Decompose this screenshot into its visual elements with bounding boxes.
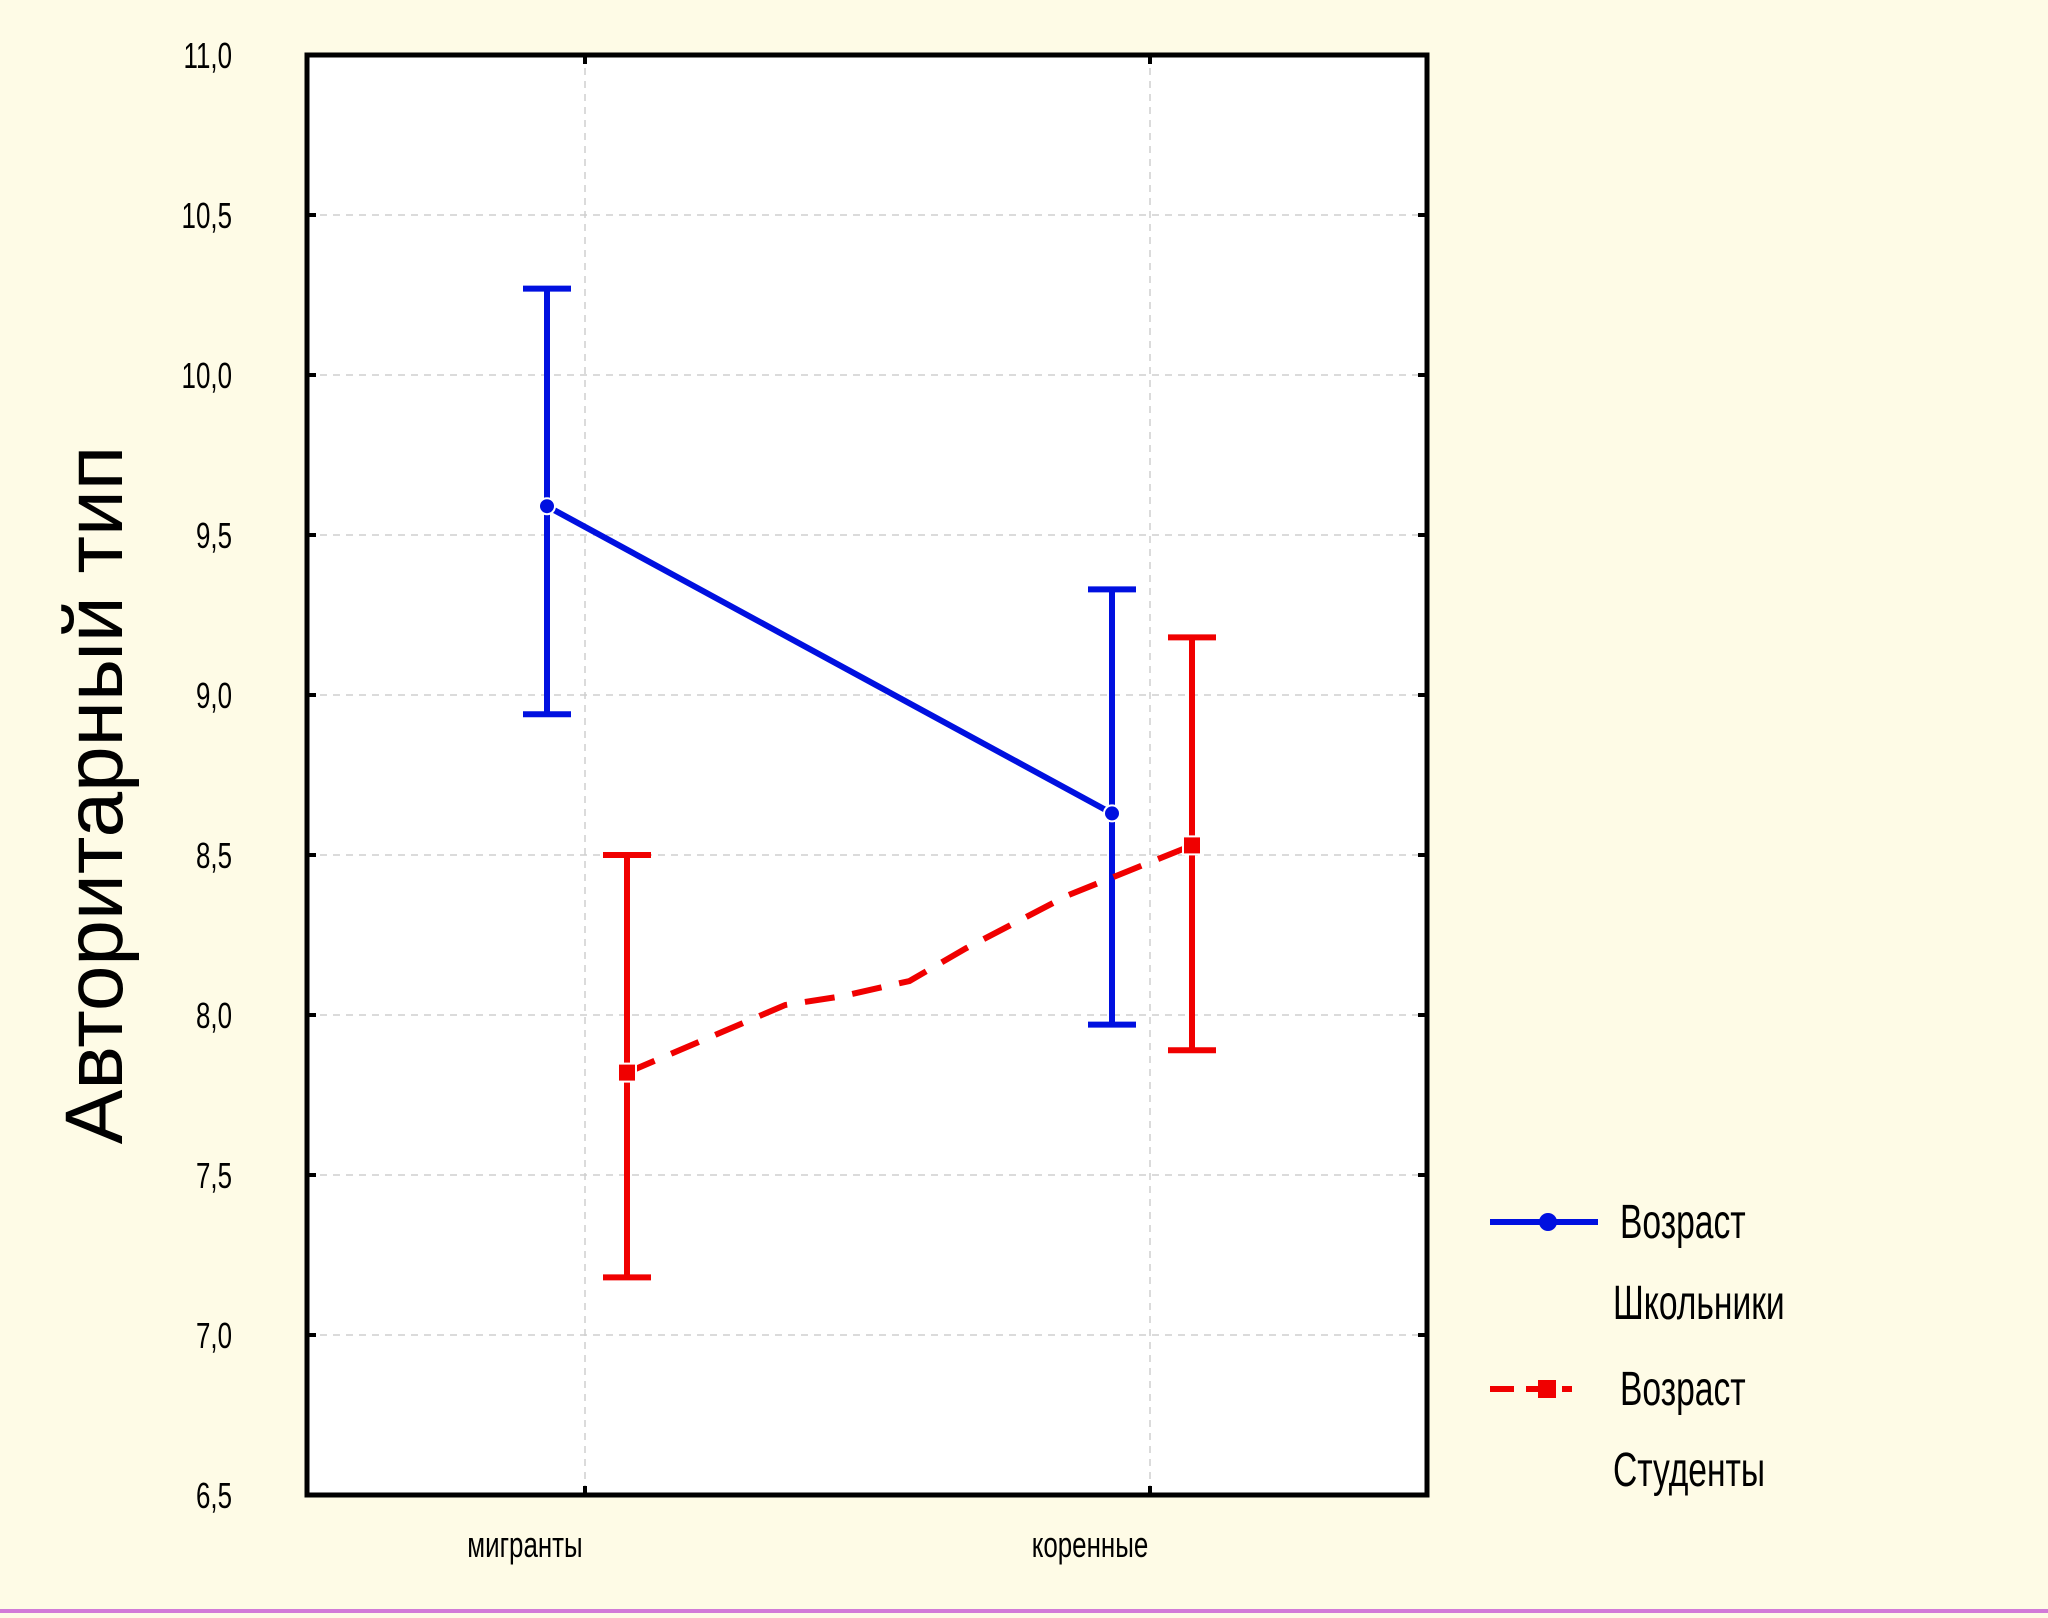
- y-tick-label: 7,5: [196, 1156, 232, 1196]
- legend-swatch-marker: [1538, 1380, 1556, 1398]
- y-tick-label: 6,5: [196, 1476, 232, 1516]
- data-point: [1103, 804, 1121, 823]
- y-tick-label: 8,0: [196, 996, 232, 1036]
- legend-item-2: Возраст Студенты: [1490, 1361, 1765, 1496]
- grid-lines: [307, 55, 1427, 1495]
- y-axis-label: Авторитарный тип: [49, 446, 140, 1145]
- y-tick-label: 11,0: [183, 36, 232, 76]
- data-point: [538, 497, 556, 516]
- data-point: [617, 1062, 637, 1083]
- legend-item-1: Возраст Школьники: [1490, 1194, 1785, 1329]
- y-tick-label: 9,0: [196, 676, 232, 716]
- plot-background: [307, 55, 1427, 1495]
- legend-label-line1: Возраст: [1620, 1194, 1746, 1248]
- series-group: [523, 285, 1216, 1281]
- legend: Возраст Школьники Возраст Студенты: [1490, 1194, 1785, 1496]
- bottom-border: [0, 1609, 2048, 1613]
- series-line: [625, 842, 1194, 1076]
- legend-label-line2: Школьники: [1613, 1275, 1785, 1329]
- data-point: [1182, 835, 1202, 856]
- y-tick-label: 10,5: [182, 196, 232, 236]
- legend-swatch-marker: [1539, 1213, 1557, 1231]
- axis-ticks: 6,5 7,0 7,5 8,0 8,5 9,0 9,5 10,0 10,5 11,0 мигрант…: [182, 36, 1427, 1565]
- plot-frame: [304, 52, 1430, 1498]
- axis-labels: Авторитарный тип: [49, 446, 140, 1145]
- legend-label-line2: Студенты: [1613, 1442, 1765, 1496]
- y-tick-label: 9,5: [196, 516, 232, 556]
- legend-label-line1: Возраст: [1620, 1361, 1746, 1415]
- x-tick-label: коренные: [1032, 1525, 1149, 1565]
- series-1: [523, 285, 1136, 1028]
- y-tick-label: 7,0: [196, 1316, 232, 1356]
- series-2: [603, 634, 1216, 1281]
- y-tick-label: 10,0: [182, 356, 232, 396]
- y-tick-label: 8,5: [196, 836, 232, 876]
- x-tick-label: мигранты: [467, 1525, 582, 1565]
- series-line: [545, 503, 1114, 817]
